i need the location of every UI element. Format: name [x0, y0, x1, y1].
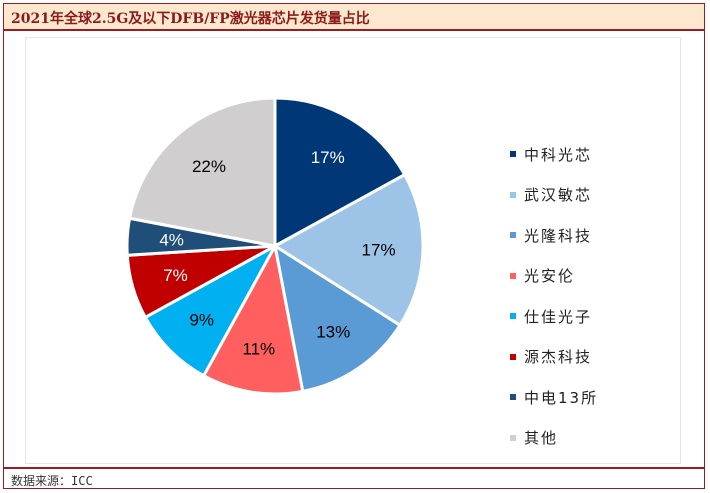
- pie-slice-3: [272, 242, 403, 394]
- legend-swatch: [510, 353, 516, 360]
- title-bar: 2021年全球2.5G及以下DFB/FP激光器芯片发货量占比: [4, 4, 704, 31]
- legend-item-7: 中电13所: [510, 377, 640, 418]
- legend-label: 仕佳光子: [524, 307, 593, 326]
- legend-label: 光安伦: [524, 267, 576, 286]
- figure-title: 2021年全球2.5G及以下DFB/FP激光器芯片发货量占比: [11, 11, 370, 27]
- legend-swatch: [510, 191, 516, 198]
- legend-label: 中科光芯: [524, 145, 593, 164]
- pie-slice-2: [272, 172, 425, 328]
- pie-slice-8: [127, 96, 277, 248]
- legend-item-6: 源杰科技: [510, 337, 640, 378]
- legend-swatch: [510, 394, 516, 401]
- legend-swatch: [510, 272, 516, 279]
- legend-item-1: 中科光芯: [510, 134, 640, 175]
- legend-item-2: 武汉敏芯: [510, 175, 640, 216]
- legend-label: 中电13所: [524, 388, 599, 407]
- legend-label: 武汉敏芯: [524, 186, 593, 205]
- legend-label: 其他: [524, 429, 559, 448]
- slice-label-6: 7%: [163, 266, 188, 285]
- legend-item-4: 光安伦: [510, 256, 640, 297]
- legend-swatch: [510, 434, 516, 441]
- slice-label-2: 17%: [362, 240, 396, 259]
- legend-swatch: [510, 232, 516, 239]
- pie-slice-1: [273, 96, 407, 249]
- slice-label-8: 22%: [192, 157, 226, 176]
- footer: 数据来源：ICC: [4, 467, 704, 488]
- slice-label-7: 4%: [159, 230, 184, 249]
- legend-swatch: [510, 151, 516, 158]
- legend-label: 光隆科技: [524, 226, 593, 245]
- legend: 中科光芯武汉敏芯光隆科技光安伦仕佳光子源杰科技中电13所其他: [510, 134, 640, 458]
- legend-item-3: 光隆科技: [510, 215, 640, 256]
- pie-slice-4: [201, 241, 305, 396]
- pie-slice-5: [143, 242, 279, 378]
- plot-area: 17% 17% 13% 11% 9% 7% 4% 22% 中科光芯武汉敏芯光隆科技光安伦仕佳光…: [26, 38, 680, 463]
- pie-chart: 17% 17% 13% 11% 9% 7% 4% 22%: [125, 96, 425, 396]
- legend-item-8: 其他: [510, 418, 640, 459]
- slice-label-1: 17%: [311, 148, 345, 167]
- source-note: 数据来源：ICC: [11, 474, 93, 488]
- legend-label: 源杰科技: [524, 348, 593, 367]
- slice-label-3: 13%: [316, 323, 350, 342]
- legend-item-5: 仕佳光子: [510, 296, 640, 337]
- legend-swatch: [510, 313, 516, 320]
- slice-label-4: 11%: [242, 339, 275, 358]
- slice-label-5: 9%: [189, 310, 214, 329]
